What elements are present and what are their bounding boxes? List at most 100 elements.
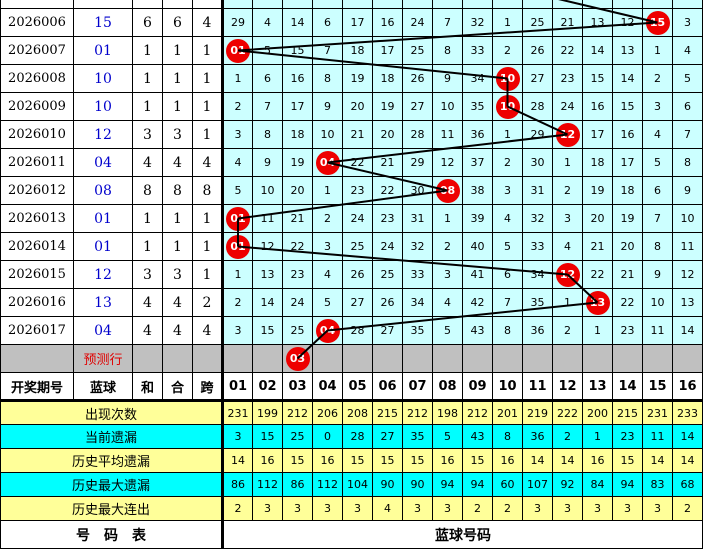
omission-cell: 20 <box>582 204 613 233</box>
cell <box>132 0 163 9</box>
omission-cell: 14 <box>252 288 283 317</box>
table-row: 2026014 01 1 1 1 01 12 22 3 25 24 32 2 40 5 33 4 21 20 8 11 <box>0 232 703 261</box>
stat-value: 15 <box>402 448 433 473</box>
omission-cell: 22 <box>612 288 643 317</box>
omission-cell: 39 <box>462 204 493 233</box>
omission-cell: 8 <box>492 316 523 345</box>
omission-cell: 28 <box>522 92 553 121</box>
omission-cell: 2 <box>492 148 523 177</box>
footer-right: 蓝球号码 <box>222 520 703 549</box>
omission-cell: 4 <box>252 8 283 37</box>
stat-value: 219 <box>522 400 553 425</box>
omission-cell: 1 <box>492 8 523 37</box>
stat-value: 2 <box>552 424 583 449</box>
stat-value: 14 <box>222 448 253 473</box>
omission-cell: 1 <box>552 148 583 177</box>
omission-cell: 20 <box>372 120 403 149</box>
stat-value: 2 <box>462 496 493 521</box>
he-cell: 1 <box>162 92 193 121</box>
omission-cell: 6 <box>492 260 523 289</box>
stat-value: 36 <box>522 424 553 449</box>
omission-cell: 43 <box>462 316 493 345</box>
omission-cell: 3 <box>672 8 703 37</box>
omission-cell: 22 <box>342 148 373 177</box>
omission-cell: 1 <box>642 36 673 65</box>
hit-cell: 15 <box>642 8 673 37</box>
stat-value: 94 <box>432 472 463 497</box>
omission-cell: 12 <box>252 232 283 261</box>
omission-cell: 1 <box>552 288 583 317</box>
table-row: 2026010 12 3 3 1 3 8 18 10 21 20 28 11 36 1 29 12 17 16 4 7 <box>0 120 703 149</box>
stat-label: 当前遗漏 <box>0 424 224 449</box>
omission-cell: 1 <box>222 64 253 93</box>
omission-cell: 1 <box>492 120 523 149</box>
period-cell: 2026016 <box>0 288 74 317</box>
cell <box>162 0 193 9</box>
blue-ball-cell: 12 <box>73 120 133 149</box>
omission-cell: 32 <box>462 8 493 37</box>
omission-cell: 26 <box>372 288 403 317</box>
omission-cell: 19 <box>282 148 313 177</box>
prediction-cell <box>432 344 463 373</box>
omission-cell: 2 <box>222 92 253 121</box>
omission-cell: 31 <box>402 204 433 233</box>
he-cell: 1 <box>162 36 193 65</box>
header-kua: 跨 <box>192 372 224 402</box>
header-number: 15 <box>642 372 673 402</box>
omission-cell: 2 <box>222 288 253 317</box>
cell <box>132 344 163 373</box>
omission-cell: 2 <box>642 64 673 93</box>
stat-value: 3 <box>282 496 313 521</box>
omission-cell: 19 <box>582 176 613 205</box>
omission-cell: 10 <box>432 92 463 121</box>
omission-cell: 10 <box>642 288 673 317</box>
stat-value: 16 <box>312 448 343 473</box>
omission-cell: 17 <box>372 36 403 65</box>
stat-value: 60 <box>492 472 523 497</box>
omission-cell: 30 <box>522 148 553 177</box>
stat-value: 3 <box>342 496 373 521</box>
omission-cell: 15 <box>252 316 283 345</box>
stat-value: 112 <box>312 472 343 497</box>
omission-cell: 6 <box>642 176 673 205</box>
omission-cell: 7 <box>252 92 283 121</box>
stat-value: 231 <box>642 400 673 425</box>
omission-cell: 17 <box>282 92 313 121</box>
omission-cell: 4 <box>552 232 583 261</box>
omission-cell: 21 <box>612 260 643 289</box>
omission-cell: 3 <box>222 120 253 149</box>
table-row: 2026015 12 3 3 1 1 13 23 4 26 25 33 3 41 6 34 12 22 21 9 12 <box>0 260 703 289</box>
omission-cell <box>222 0 253 9</box>
omission-cell: 17 <box>612 148 643 177</box>
omission-cell: 2 <box>432 232 463 261</box>
omission-cell: 41 <box>462 260 493 289</box>
omission-cell: 19 <box>342 64 373 93</box>
omission-cell: 8 <box>672 148 703 177</box>
header-number: 16 <box>672 372 703 402</box>
omission-cell: 19 <box>612 204 643 233</box>
omission-cell: 14 <box>672 316 703 345</box>
hit-cell: 01 <box>222 204 253 233</box>
omission-cell: 21 <box>582 232 613 261</box>
omission-cell <box>672 0 703 9</box>
stat-value: 15 <box>252 424 283 449</box>
blue-ball-cell: 04 <box>73 316 133 345</box>
omission-cell: 12 <box>672 260 703 289</box>
omission-cell: 11 <box>432 120 463 149</box>
stat-value: 90 <box>372 472 403 497</box>
prediction-cell <box>552 344 583 373</box>
hit-cell: 13 <box>582 288 613 317</box>
omission-cell: 3 <box>432 260 463 289</box>
he-cell: 4 <box>162 148 193 177</box>
stat-value: 3 <box>312 496 343 521</box>
omission-cell: 7 <box>642 204 673 233</box>
stat-value: 14 <box>672 424 703 449</box>
blue-ball-cell: 01 <box>73 232 133 261</box>
omission-cell: 29 <box>222 8 253 37</box>
stat-value: 212 <box>402 400 433 425</box>
omission-cell: 8 <box>432 36 463 65</box>
cell <box>192 344 224 373</box>
blue-ball-marker: 08 <box>435 178 460 203</box>
kua-cell: 1 <box>192 64 224 93</box>
omission-cell: 4 <box>492 204 523 233</box>
